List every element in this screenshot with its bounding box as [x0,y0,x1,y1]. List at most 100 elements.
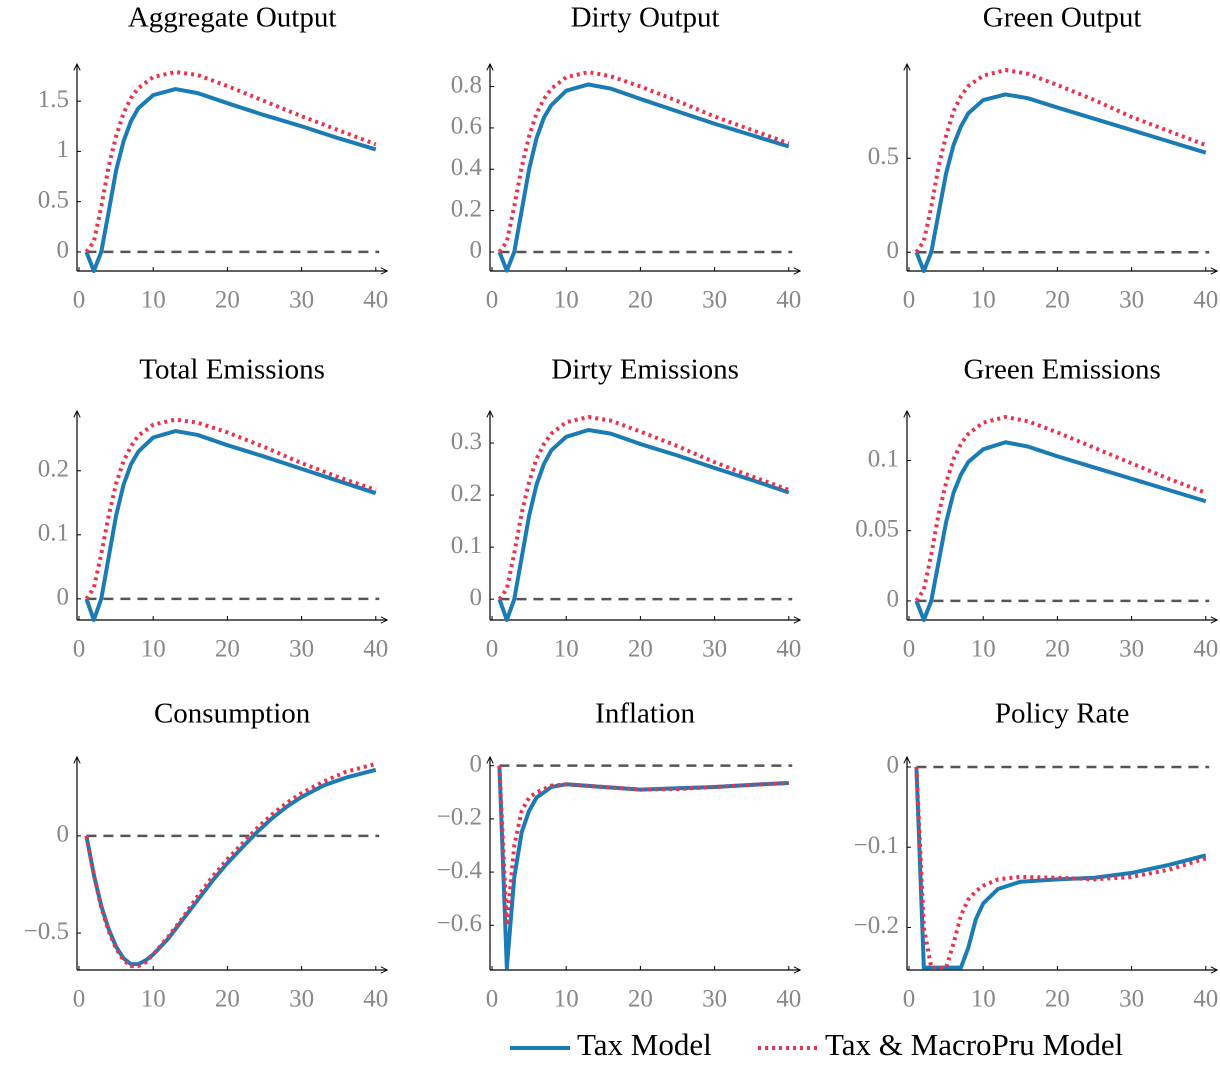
y-tick-label: 0 [887,237,900,264]
series-line [497,428,790,622]
y-tick-label: 0 [470,584,483,611]
legend-label: Tax Model [577,1027,712,1062]
series-line [914,766,1207,970]
x-tick-label: 20 [215,636,240,663]
x-tick-label: 0 [73,986,86,1013]
y-tick-label: 0.2 [451,195,482,222]
panel: Inflation 0 10 20 30 40 −0.6 −0.4 −0.2 0 [437,698,802,1013]
panel: Policy Rate 0 10 20 30 40 −0.2 −0.1 0 [854,698,1219,1013]
chart-title: Green Emissions [963,354,1160,386]
y-tick-label: 0.8 [451,71,482,98]
series-line [84,70,377,254]
x-tick-label: 40 [363,287,388,314]
x-tick-label: 0 [903,636,916,663]
chart-title: Green Output [983,2,1142,34]
x-tick-label: 10 [554,636,579,663]
x-tick-label: 10 [141,986,166,1013]
legend-label: Tax & MacroPru Model [825,1027,1123,1062]
y-tick-label: 0 [57,584,70,611]
x-tick-label: 20 [1045,986,1070,1013]
y-tick-label: 0.3 [451,428,482,455]
y-tick-label: −0.1 [854,832,899,859]
panel: Aggregate Output 0 10 20 30 40 0 0.5 1 1.5 [38,2,389,314]
x-tick-label: 20 [1045,287,1070,314]
x-tick-label: 20 [628,287,653,314]
x-tick-label: 40 [1193,986,1218,1013]
x-tick-label: 10 [971,636,996,663]
series-line [914,415,1207,603]
y-tick-label: 0.5 [868,143,899,170]
x-tick-label: 40 [1193,636,1218,663]
panel: Total Emissions 0 10 20 30 40 0 0.1 0.2 [38,354,389,663]
x-tick-label: 20 [628,636,653,663]
x-tick-label: 20 [628,986,653,1013]
x-tick-label: 0 [73,287,86,314]
chart-title: Dirty Emissions [551,354,739,386]
x-tick-label: 30 [289,986,314,1013]
series-line [497,82,790,273]
y-tick-label: 0.1 [38,520,69,547]
x-tick-label: 40 [363,636,388,663]
legend: Tax Model Tax & MacroPru Model [510,1027,1123,1062]
series-line [84,767,377,967]
series-line [84,429,377,622]
y-tick-label: 0.5 [38,186,69,213]
x-tick-label: 10 [971,986,996,1013]
x-tick-label: 30 [289,636,314,663]
x-tick-label: 10 [554,986,579,1013]
x-tick-label: 30 [702,986,727,1013]
panel: Dirty Output 0 10 20 30 40 0 0.2 0.4 0.6 0.8 [451,2,802,314]
series-line [497,415,790,601]
x-tick-label: 40 [776,636,801,663]
series-line [497,765,789,928]
y-tick-label: 0.05 [855,515,899,542]
y-tick-label: 0 [887,586,900,613]
series-line [497,70,790,254]
chart-title: Policy Rate [995,698,1130,730]
y-tick-label: 0 [470,750,483,777]
x-tick-label: 10 [971,287,996,314]
y-tick-label: 0.1 [868,445,899,472]
x-tick-label: 40 [363,986,388,1013]
y-tick-label: 0 [470,237,483,264]
y-tick-label: 0.2 [38,456,69,483]
panel: Consumption 0 10 20 30 40 −0.5 0 [24,698,389,1013]
chart-title: Total Emissions [139,354,325,386]
x-tick-label: 0 [486,636,499,663]
series-line [84,762,377,969]
y-tick-label: 0.1 [451,532,482,559]
panel: Green Emissions 0 10 20 30 40 0 0.05 0.1 [855,354,1218,663]
x-tick-label: 10 [141,636,166,663]
chart-title: Consumption [154,698,311,730]
y-tick-label: 1 [57,136,70,163]
y-tick-label: 0 [57,821,70,848]
series-line [497,765,789,970]
x-tick-label: 40 [776,287,801,314]
x-tick-label: 30 [1119,636,1144,663]
chart-title: Aggregate Output [128,2,337,34]
x-tick-label: 30 [702,287,727,314]
x-tick-label: 0 [903,986,916,1013]
y-tick-label: −0.6 [437,910,482,937]
y-tick-label: −0.2 [854,912,899,939]
y-tick-label: 0.6 [451,113,482,140]
panel: Dirty Emissions 0 10 20 30 40 0 0.1 0.2 0.3 [451,354,802,663]
chart-title: Inflation [595,698,695,730]
x-tick-label: 0 [486,986,499,1013]
y-tick-label: 0.2 [451,480,482,507]
x-tick-label: 0 [903,287,916,314]
y-tick-label: −0.5 [24,918,69,945]
series-line [914,68,1207,254]
panel: Green Output 0 10 20 30 40 0 0.5 [868,2,1219,314]
y-tick-label: 0 [887,752,900,779]
x-tick-label: 30 [289,287,314,314]
chart-title: Dirty Output [571,2,720,34]
x-tick-label: 20 [215,986,240,1013]
x-tick-label: 30 [702,636,727,663]
series-line [84,417,377,600]
x-tick-label: 0 [486,287,499,314]
series-line [84,87,377,273]
x-tick-label: 30 [1119,287,1144,314]
y-tick-label: −0.4 [437,857,483,884]
